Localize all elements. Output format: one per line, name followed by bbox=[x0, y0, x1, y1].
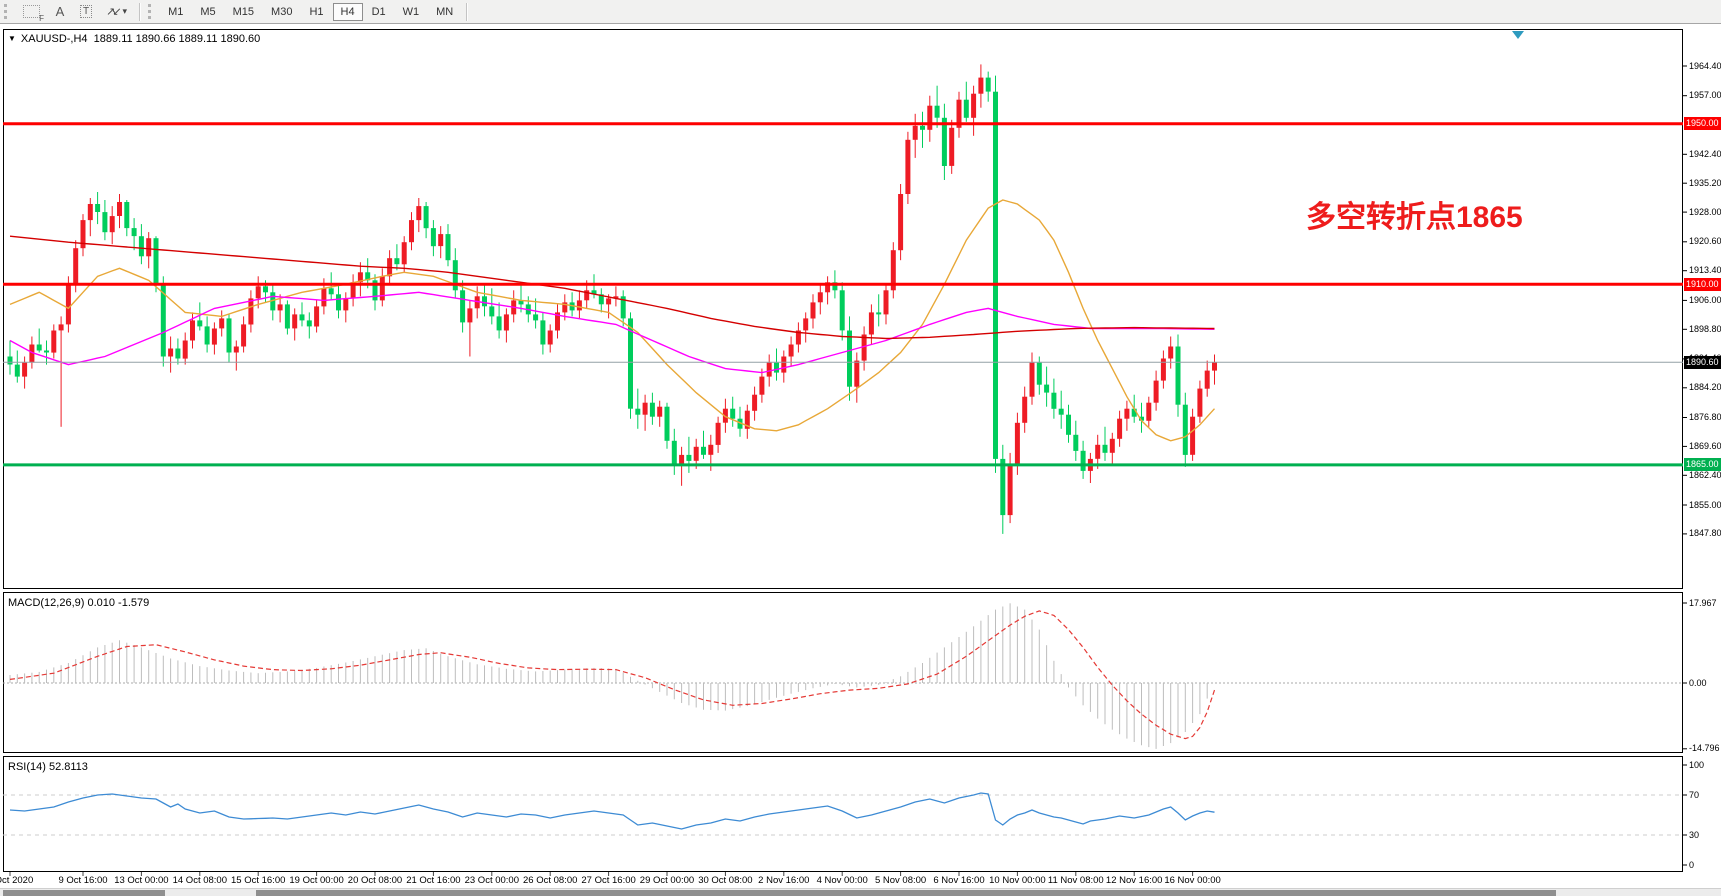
arrows-icon: ↗↙ bbox=[106, 6, 122, 18]
boxed-t-icon: T bbox=[80, 5, 93, 18]
tf-button-m5[interactable]: M5 bbox=[192, 3, 223, 21]
toolbar: F A T ↗↙ ▾ M1 M5 M15 M30 H1 H4 D1 W1 MN bbox=[0, 0, 1721, 24]
tf-button-mn[interactable]: MN bbox=[428, 3, 461, 21]
text-label-tool-button[interactable]: T bbox=[73, 2, 99, 22]
tf-button-h1[interactable]: H1 bbox=[301, 3, 331, 21]
timeframe-buttons: M1 M5 M15 M30 H1 H4 D1 W1 MN bbox=[160, 2, 461, 21]
insert-text-tool-button[interactable]: A bbox=[47, 2, 73, 22]
tf-button-m15[interactable]: M15 bbox=[225, 3, 262, 21]
scrollbar-thumb[interactable] bbox=[256, 890, 1556, 896]
horizontal-scrollbar[interactable] bbox=[0, 888, 1721, 896]
toolbar-grip[interactable] bbox=[4, 4, 11, 19]
toolbar-separator bbox=[139, 2, 142, 21]
tf-button-h4[interactable]: H4 bbox=[332, 2, 363, 21]
arrows-tool-button[interactable]: ↗↙ ▾ bbox=[99, 2, 134, 22]
price-axis[interactable] bbox=[1683, 29, 1721, 873]
time-axis[interactable] bbox=[0, 873, 1683, 888]
dropdown-caret-icon: ▾ bbox=[122, 6, 128, 16]
rsi-indicator-panel[interactable] bbox=[3, 756, 1683, 872]
tf-button-m30[interactable]: M30 bbox=[263, 3, 300, 21]
tf-button-m1[interactable]: M1 bbox=[160, 3, 191, 21]
tf-button-d1[interactable]: D1 bbox=[364, 3, 394, 21]
tf-button-w1[interactable]: W1 bbox=[395, 3, 428, 21]
dotted-grid-f-icon: F bbox=[23, 5, 44, 23]
toolbar-grip[interactable] bbox=[148, 4, 155, 19]
macd-indicator-panel[interactable] bbox=[3, 592, 1683, 753]
toolbar-separator bbox=[466, 2, 469, 21]
letter-a-icon: A bbox=[55, 4, 65, 19]
scrollbar-segment[interactable] bbox=[3, 890, 165, 896]
price-chart-panel[interactable] bbox=[3, 29, 1683, 589]
grid-f-tool-button[interactable]: F bbox=[16, 2, 47, 23]
